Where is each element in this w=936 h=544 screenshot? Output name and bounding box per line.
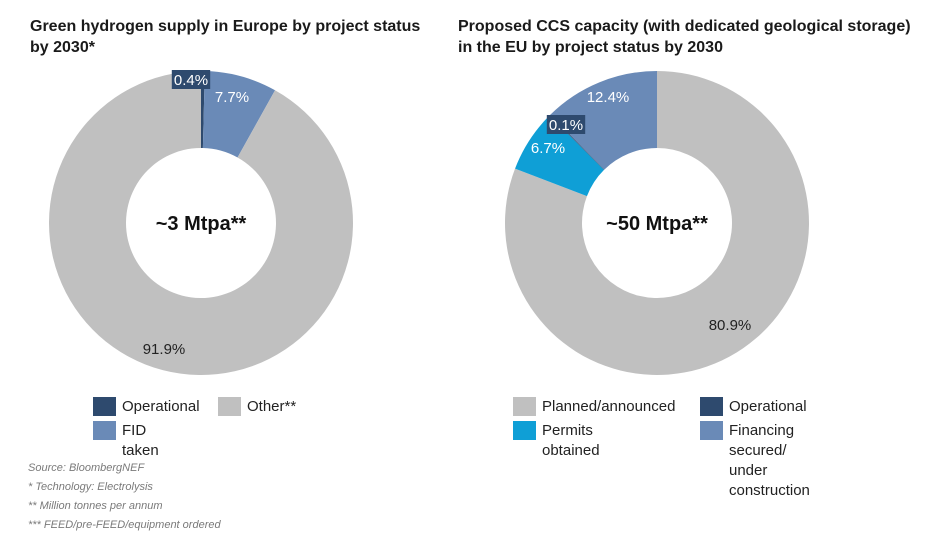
legend-swatch xyxy=(218,397,241,416)
donut-slice-financing-secured-under-construction xyxy=(550,71,657,170)
data-label: 7.7% xyxy=(215,89,249,106)
legend-item-other: Other** xyxy=(218,397,296,417)
footnote-feed: *** FEED/pre-FEED/equipment ordered xyxy=(28,519,221,531)
data-label: 91.9% xyxy=(143,341,186,358)
chart-title-ccs: Proposed CCS capacity (with dedicated ge… xyxy=(458,18,911,56)
data-label: 6.7% xyxy=(531,140,565,157)
data-label: 80.9% xyxy=(709,317,752,334)
legend-label: Operational xyxy=(729,398,807,415)
legend-label: Financing secured/ under construction xyxy=(729,422,810,499)
legend-swatch xyxy=(513,421,536,440)
legend-item-financing: Financing secured/ under construction xyxy=(700,421,810,501)
legend-label: Other** xyxy=(247,398,297,415)
data-label: 12.4% xyxy=(587,89,630,106)
data-label: 0.1% xyxy=(549,117,583,134)
footnote-units: ** Million tonnes per annum xyxy=(28,500,163,512)
data-label: 0.4% xyxy=(174,72,208,89)
legend-label: Operational xyxy=(122,398,200,415)
legend-item-operational: Operational xyxy=(700,397,807,417)
footnote-technology: * Technology: Electrolysis xyxy=(28,481,153,493)
legend-label: Permits obtained xyxy=(542,422,600,459)
legend-swatch xyxy=(93,421,116,440)
center-total-label: ~50 Mtpa** xyxy=(606,213,708,235)
donut-slice-other xyxy=(48,71,353,376)
legend-item-fid-taken: FID taken xyxy=(93,421,159,461)
legend-swatch xyxy=(93,397,116,416)
legend-item-permits: Permits obtained xyxy=(513,421,600,461)
donut-slice-permits-obtained xyxy=(515,115,605,197)
center-total-label: ~3 Mtpa** xyxy=(156,213,247,235)
legend-label: Planned/announced xyxy=(542,398,676,415)
legend-item-planned: Planned/announced xyxy=(513,397,675,417)
legend-swatch xyxy=(700,421,723,440)
legend-item-operational: Operational xyxy=(93,397,200,417)
footnote-source: Source: BloombergNEF xyxy=(28,462,145,474)
legend-swatch xyxy=(700,397,723,416)
donut-slice-fid-taken xyxy=(202,71,276,158)
data-label-box xyxy=(546,115,586,134)
donut-slice-planned-announced xyxy=(504,71,809,375)
donut-slice-operational xyxy=(201,71,205,149)
chart-title-hydrogen: Green hydrogen supply in Europe by proje… xyxy=(30,18,421,56)
legend-swatch xyxy=(513,397,536,416)
data-label-box xyxy=(171,70,211,89)
legend-label: FID taken xyxy=(122,422,159,459)
